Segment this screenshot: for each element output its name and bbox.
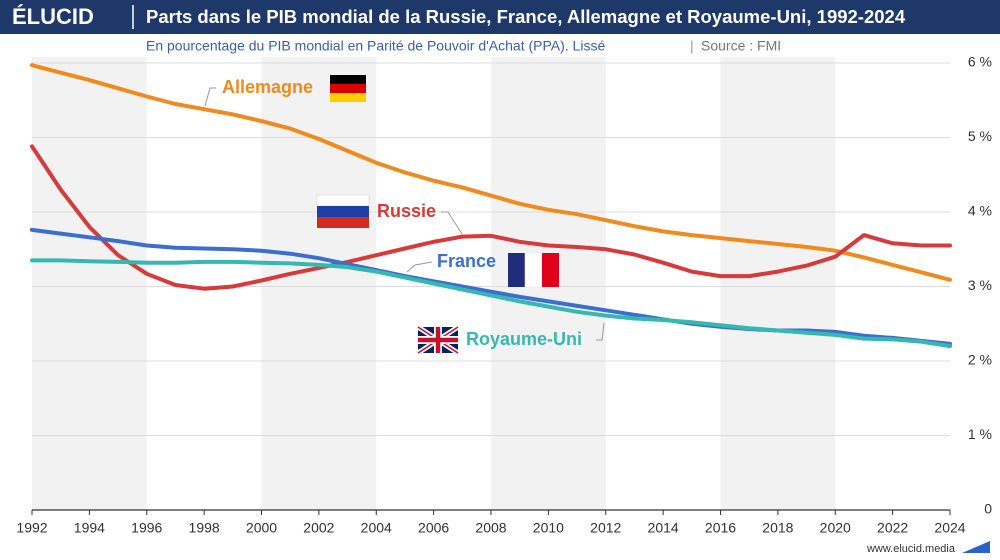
series-label: France [437, 251, 496, 271]
x-tick-label: 2024 [934, 520, 965, 536]
flag-france [508, 252, 559, 288]
x-tick-label: 2020 [820, 520, 851, 536]
subtitle-separator: | [690, 38, 694, 54]
leader-line [596, 322, 605, 341]
x-tick-label: 2010 [533, 520, 564, 536]
x-tick-label: 2018 [762, 520, 793, 536]
x-tick-label: 2008 [475, 520, 506, 536]
x-tick-label: 1998 [189, 520, 220, 536]
series-label: Royaume-Uni [466, 329, 582, 349]
x-tick-label: 1996 [131, 520, 162, 536]
footer-url: www.elucid.media [866, 543, 956, 555]
chart-source: Source : FMI [701, 38, 781, 54]
y-tick-label: 4 % [968, 203, 992, 219]
brand-logo: ÉLUCID [12, 4, 94, 29]
chart-subtitle: En pourcentage du PIB mondial en Parité … [146, 38, 605, 54]
x-tick-label: 2016 [705, 520, 736, 536]
x-tick-label: 2000 [246, 520, 277, 536]
y-tick-label: 1 % [968, 426, 992, 442]
y-tick-label: 5 % [968, 128, 992, 144]
x-tick-label: 2014 [648, 520, 679, 536]
series-label: Allemagne [222, 77, 313, 97]
x-tick-label: 2002 [303, 520, 334, 536]
series-line [30, 258, 952, 349]
background-band [261, 57, 377, 510]
series-line [30, 63, 952, 282]
x-tick-label: 1992 [16, 520, 47, 536]
x-tick-label: 2004 [361, 520, 392, 536]
footer-icon [962, 541, 990, 553]
background-band [32, 57, 147, 510]
y-tick-label: 0 [984, 501, 992, 517]
series-label: Russie [377, 201, 436, 221]
flag-germany [330, 75, 366, 102]
y-tick-label: 2 % [968, 352, 992, 368]
background-band [720, 57, 836, 510]
x-tick-label: 1994 [74, 520, 105, 536]
x-tick-label: 2022 [877, 520, 908, 536]
leader-line [441, 211, 463, 235]
x-tick-label: 2012 [590, 520, 621, 536]
flag-russia [316, 194, 370, 228]
x-tick-label: 2006 [418, 520, 449, 536]
y-tick-label: 3 % [968, 277, 992, 293]
y-tick-label: 6 % [968, 54, 992, 70]
header-bar [0, 0, 1000, 34]
leader-line [406, 261, 433, 273]
leader-line [204, 87, 216, 107]
chart-title: Parts dans le PIB mondial de la Russie, … [146, 6, 906, 27]
flag-uk [416, 324, 460, 356]
series-line [30, 144, 952, 291]
